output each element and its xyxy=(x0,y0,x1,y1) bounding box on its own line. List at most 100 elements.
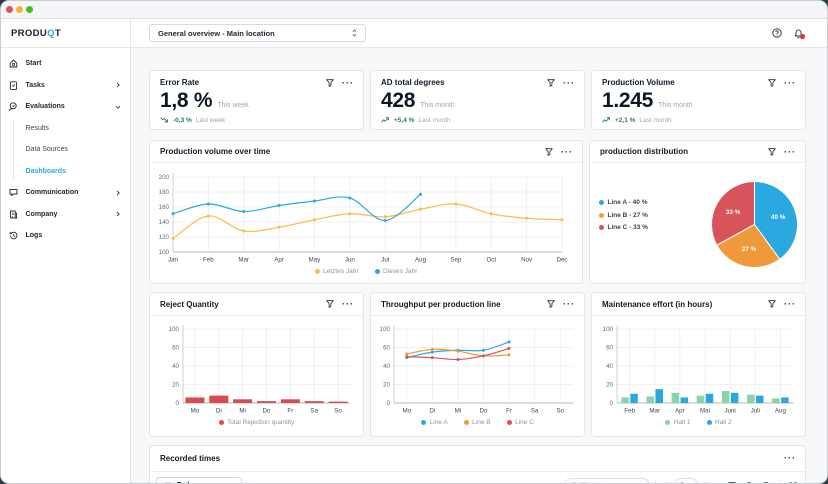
card-header: production distribution ··· xyxy=(590,141,805,163)
filter-icon[interactable] xyxy=(547,78,555,87)
legend-label: Line C - 33 % xyxy=(607,224,648,231)
sidebar-item-communication[interactable]: Communication xyxy=(1,182,130,204)
chat-icon xyxy=(9,188,18,197)
chart-production-distribution: 40 % 27 % 33 % xyxy=(711,180,798,268)
svg-text:Oct: Oct xyxy=(486,257,496,264)
sidebar-item-company[interactable]: Company xyxy=(1,204,130,226)
legend-dot xyxy=(463,420,469,425)
today-filter-button[interactable]: Today xyxy=(156,477,242,483)
legend-dot xyxy=(218,420,224,425)
filter-icon[interactable] xyxy=(768,78,776,87)
svg-text:160: 160 xyxy=(159,204,170,211)
notifications-button[interactable] xyxy=(790,25,806,41)
legend-item[interactable]: Line C - 33 % xyxy=(599,224,648,231)
kpi-trend-period: Last week xyxy=(195,116,226,124)
more-options-icon[interactable]: ··· xyxy=(784,299,796,309)
logo-area: PRODUQT xyxy=(1,19,131,47)
svg-text:20: 20 xyxy=(172,382,179,389)
svg-text:Di: Di xyxy=(429,408,435,415)
download-icon[interactable] xyxy=(745,481,753,483)
help-button[interactable] xyxy=(769,25,785,41)
more-options-icon[interactable]: ··· xyxy=(561,146,573,157)
svg-text:Do: Do xyxy=(263,408,271,415)
legend-item[interactable]: Total Rejection quantity xyxy=(218,419,294,426)
filter-icon[interactable] xyxy=(728,481,736,483)
filter-icon[interactable] xyxy=(545,147,553,156)
legend-item[interactable]: Dieses Jahr xyxy=(374,268,417,275)
svg-text:Do: Do xyxy=(480,408,488,415)
zoom-window-button[interactable] xyxy=(26,6,33,13)
filter-icon[interactable] xyxy=(768,147,776,156)
kpi-row: Error Rate ··· 1,8 % This week -0,3 % Last we… xyxy=(149,70,806,130)
filter-icon[interactable] xyxy=(768,300,776,308)
svg-text:Juli: Juli xyxy=(751,408,760,415)
search-input[interactable] xyxy=(582,482,642,483)
legend-item[interactable]: Hall 2 xyxy=(706,419,732,426)
sidebar-subitem-label: Results xyxy=(25,124,49,132)
more-options-icon[interactable]: ··· xyxy=(342,299,354,309)
chart-legend: Line A Line B Line C xyxy=(371,419,584,426)
filter-icon[interactable] xyxy=(326,78,334,87)
filter-icon[interactable] xyxy=(326,300,334,308)
kpi-value: 1,8 % xyxy=(160,89,213,112)
legend-item[interactable]: Line A - 40 % xyxy=(599,199,648,206)
legend-item[interactable]: Line C xyxy=(506,419,534,426)
legend-label: Hall 2 xyxy=(715,419,732,426)
chart-legend: Letztes Jahr Dieses Jahr xyxy=(150,268,582,275)
kpi-trend-value: +5,4 % xyxy=(394,116,415,124)
next-page-button[interactable] xyxy=(702,478,711,483)
more-options-icon[interactable]: ··· xyxy=(784,146,796,157)
svg-text:0: 0 xyxy=(610,400,614,407)
card-header: Throughput per production line ··· xyxy=(371,293,584,316)
sidebar-item-logs[interactable]: Logs xyxy=(1,225,130,247)
history-icon xyxy=(9,231,18,240)
print-icon[interactable] xyxy=(762,481,770,483)
sidebar-item-tasks[interactable]: Tasks xyxy=(1,75,130,97)
legend-dot xyxy=(314,269,320,274)
produqt-logo: PRODUQT xyxy=(11,27,61,39)
legend-item[interactable]: Letztes Jahr xyxy=(314,268,359,275)
svg-text:Mo: Mo xyxy=(402,408,411,415)
sidebar-subitem-dashboards[interactable]: Dashboards xyxy=(1,161,130,183)
location-select[interactable]: General overview - Main location xyxy=(149,24,366,42)
more-options-icon[interactable]: ··· xyxy=(784,77,796,88)
search-box xyxy=(564,478,650,483)
sidebar-item-evaluations[interactable]: Evaluations xyxy=(1,96,130,118)
kpi-period: This month xyxy=(420,102,455,109)
legend-item[interactable]: Hall 1 xyxy=(665,419,691,426)
svg-text:Jul: Jul xyxy=(381,257,389,264)
sidebar-item-start[interactable]: Start xyxy=(1,53,130,75)
svg-text:60: 60 xyxy=(383,345,390,352)
filter-icon[interactable] xyxy=(547,300,555,308)
more-options-icon[interactable]: ··· xyxy=(563,299,575,309)
legend-item[interactable]: Line B - 27 % xyxy=(599,212,648,219)
sidebar-item-label: Tasks xyxy=(25,81,45,89)
card-title: Maintenance effort (in hours) xyxy=(602,299,713,309)
card-reject-quantity: Reject Quantity ··· 100 60 40 20 0 Mo Di Mi Do Fr… xyxy=(149,292,364,437)
today-button-label: Today xyxy=(177,482,197,483)
svg-text:60: 60 xyxy=(172,345,179,352)
legend-dot xyxy=(374,269,380,274)
pagination: 2 xyxy=(661,478,711,483)
search-icon xyxy=(572,482,576,483)
location-select-value: General overview - Main location xyxy=(158,28,275,38)
legend-label: Hall 1 xyxy=(673,419,691,426)
svg-text:Apr: Apr xyxy=(274,257,284,264)
previous-page-button[interactable] xyxy=(661,478,670,483)
legend-item[interactable]: Line B xyxy=(463,419,491,426)
more-options-icon[interactable]: ··· xyxy=(342,77,354,88)
svg-text:40: 40 xyxy=(383,363,390,370)
bell-icon xyxy=(794,28,802,38)
more-options-icon[interactable]: ··· xyxy=(563,77,575,88)
svg-text:100: 100 xyxy=(380,326,391,333)
fullscreen-icon[interactable] xyxy=(789,481,797,483)
more-options-icon[interactable]: ··· xyxy=(784,453,796,464)
sidebar-subitem-results[interactable]: Results xyxy=(1,118,130,140)
svg-text:So: So xyxy=(556,408,564,415)
sidebar-subitem-data-sources[interactable]: Data Sources xyxy=(1,139,130,161)
page-number-select[interactable]: 2 xyxy=(674,478,698,483)
svg-text:120: 120 xyxy=(159,234,170,241)
minimize-window-button[interactable] xyxy=(16,6,23,13)
close-window-button[interactable] xyxy=(6,6,13,13)
legend-item[interactable]: Line A xyxy=(421,419,448,426)
